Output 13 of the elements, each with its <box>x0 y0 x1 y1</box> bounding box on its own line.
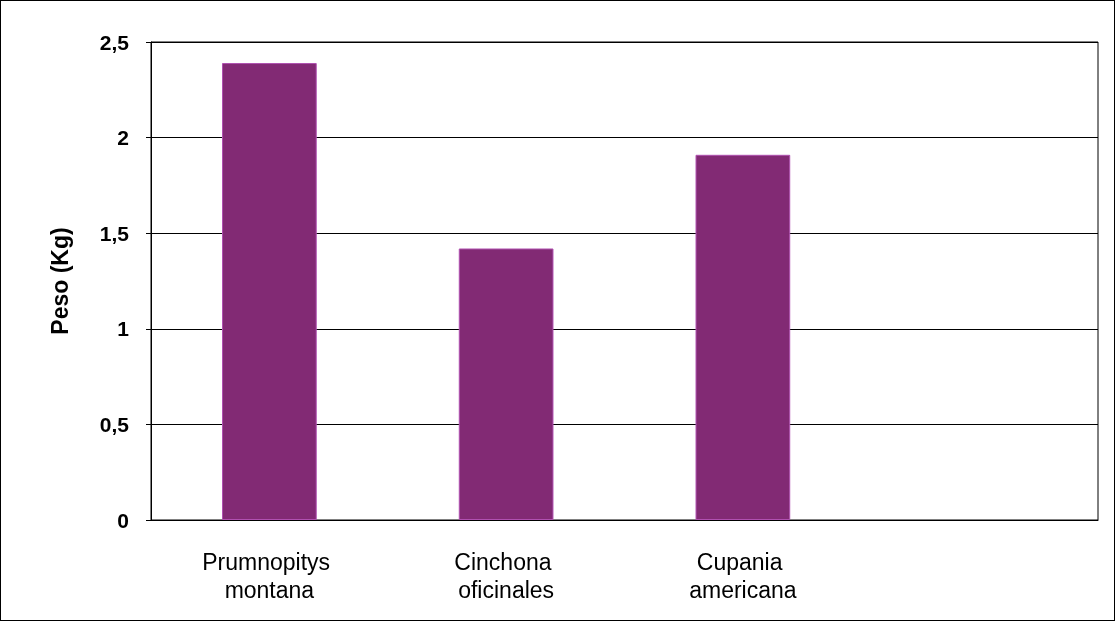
y-tick-label: 2,5 <box>99 30 130 54</box>
x-tick-label: Cupania americana <box>689 549 797 603</box>
y-tick-label: 0,5 <box>99 412 130 436</box>
x-tick-label: Prumnopitys montana <box>202 549 337 603</box>
x-tick-label: Cinchona oficinales <box>454 549 558 603</box>
y-axis-title: Peso (Kg) <box>46 227 73 335</box>
bar <box>695 154 791 520</box>
y-tick-label: 0 <box>117 508 129 532</box>
bar <box>458 248 554 520</box>
y-tick-label: 1 <box>117 317 130 341</box>
bar <box>222 63 317 520</box>
y-tick-label: 1,5 <box>99 221 130 245</box>
y-tick-label: 2 <box>117 126 129 150</box>
